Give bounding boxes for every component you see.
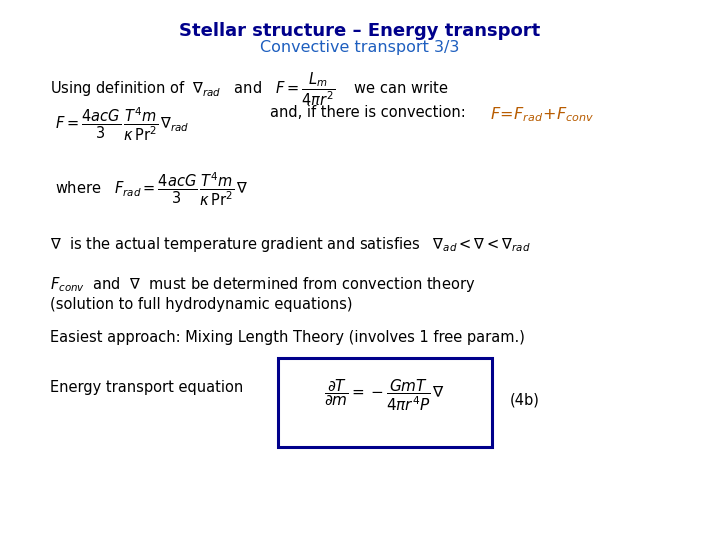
Text: $\dfrac{\partial T}{\partial m} = -\dfrac{GmT}{4\pi r^4 P}\,\nabla$: $\dfrac{\partial T}{\partial m} = -\dfra… bbox=[325, 378, 446, 414]
Text: (4b): (4b) bbox=[510, 393, 540, 408]
Text: $\nabla$  is the actual temperature gradient and satisfies   $\nabla_{ad} < \nab: $\nabla$ is the actual temperature gradi… bbox=[50, 235, 531, 254]
Text: Using definition of  $\nabla_{rad}$   and   $F = \dfrac{L_m}{4\pi r^2}$    we ca: Using definition of $\nabla_{rad}$ and $… bbox=[50, 70, 449, 108]
Text: Easiest approach: Mixing Length Theory (involves 1 free param.): Easiest approach: Mixing Length Theory (… bbox=[50, 330, 525, 345]
Text: $F = \dfrac{4acG}{3}\,\dfrac{T^4 m}{\kappa\,\mathrm{Pr}^2}\,\nabla_{rad}$: $F = \dfrac{4acG}{3}\,\dfrac{T^4 m}{\kap… bbox=[55, 105, 189, 143]
Text: Energy transport equation: Energy transport equation bbox=[50, 380, 243, 395]
Text: Convective transport 3/3: Convective transport 3/3 bbox=[261, 40, 459, 55]
Text: $\mathit{F}\!=\!\mathit{F}_{rad}\!+\!\mathit{F}_{conv}$: $\mathit{F}\!=\!\mathit{F}_{rad}\!+\!\ma… bbox=[490, 105, 594, 124]
Text: Stellar structure – Energy transport: Stellar structure – Energy transport bbox=[179, 22, 541, 40]
Text: where   $F_{rad} = \dfrac{4acG}{3}\,\dfrac{T^4 m}{\kappa\,\mathrm{Pr}^2}\,\nabla: where $F_{rad} = \dfrac{4acG}{3}\,\dfrac… bbox=[55, 170, 249, 208]
Text: $\mathit{F}_{conv}$  and  $\nabla$  must be determined from convection theory: $\mathit{F}_{conv}$ and $\nabla$ must be… bbox=[50, 275, 475, 294]
Text: (solution to full hydrodynamic equations): (solution to full hydrodynamic equations… bbox=[50, 297, 353, 312]
Text: and, if there is convection:: and, if there is convection: bbox=[270, 105, 475, 120]
FancyBboxPatch shape bbox=[278, 358, 492, 447]
